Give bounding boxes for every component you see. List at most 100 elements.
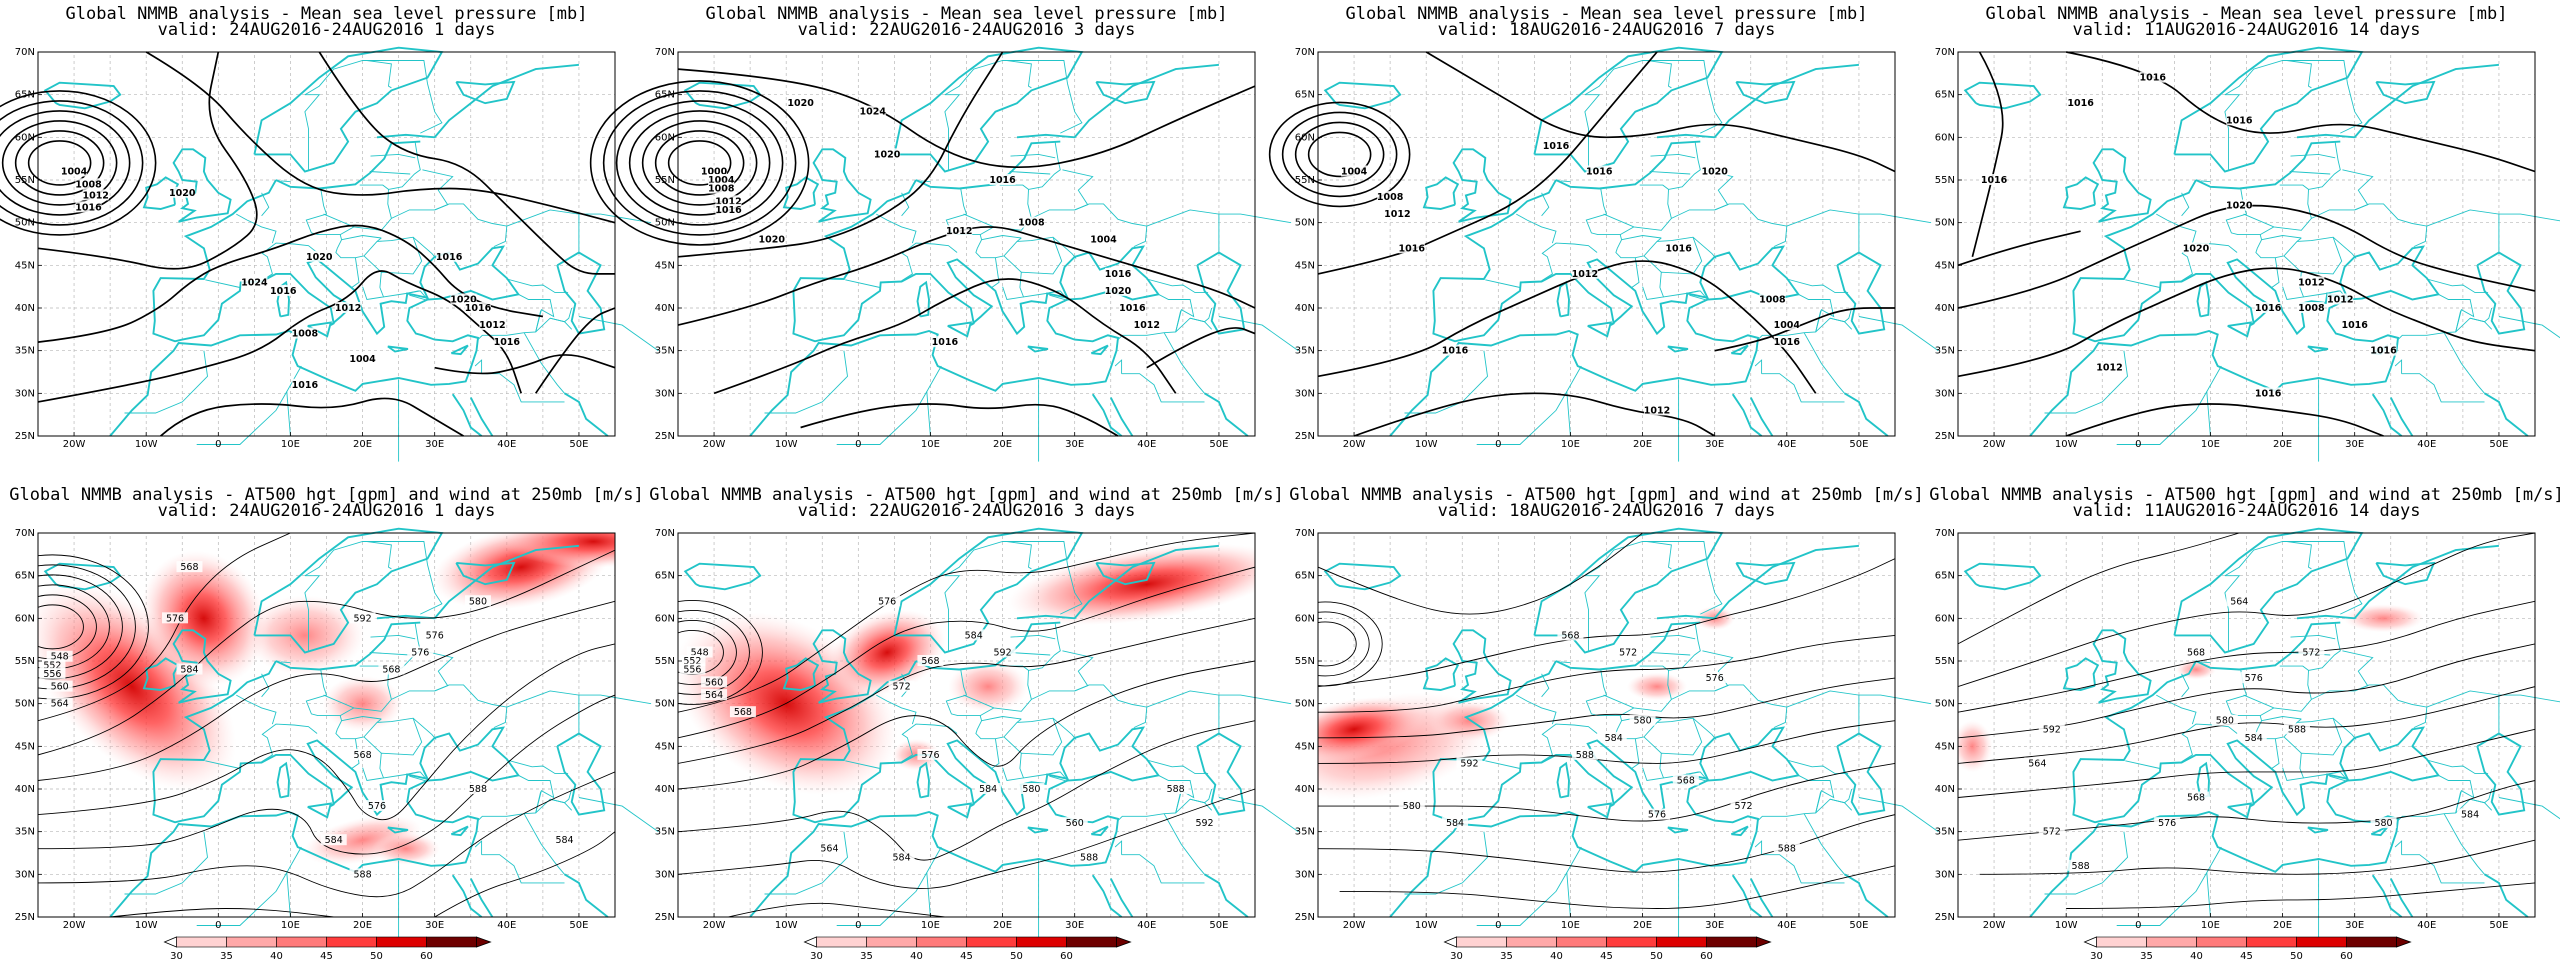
panel-title: Global NMMB analysis - AT500 hgt [gpm] a… (1929, 485, 2560, 505)
contour-label: 1016 (2341, 320, 2368, 331)
lon-tick-label: 0 (215, 439, 221, 450)
colorbar-segment (1506, 936, 1557, 948)
contour-ring (0, 110, 131, 216)
contour-label-bg (1586, 165, 1613, 177)
lon-tick-label: 0 (1495, 920, 1501, 931)
coastline (1533, 527, 1724, 654)
contour-label-bg (859, 105, 886, 117)
contour-label-bg (1730, 800, 1757, 812)
coastline (782, 176, 820, 210)
z500-panel-2: Global NMMB analysis - AT500 hgt [gpm] a… (649, 485, 1299, 960)
lon-tick-label: 40E (1777, 439, 1796, 450)
country-border (196, 872, 288, 926)
contour-label: 584 (1605, 733, 1623, 744)
colorbar-segment (2196, 936, 2247, 948)
country-border (1010, 634, 1056, 640)
contour-label-bg (888, 680, 915, 692)
country-border (1031, 203, 1148, 248)
contour-label-bg (2298, 276, 2325, 288)
coastline (1091, 874, 1123, 918)
country-border (261, 673, 270, 698)
country-border (1218, 213, 1292, 224)
lat-tick-label: 35N (1295, 827, 1315, 838)
colorbar-segment (1066, 936, 1117, 948)
contour-label: 1012 (946, 226, 972, 237)
isobar (145, 51, 616, 224)
country-border (236, 694, 277, 725)
country-border (1584, 541, 1723, 615)
contour-label-bg (2240, 672, 2267, 684)
country-border (535, 310, 542, 333)
coastline (2029, 660, 2441, 918)
height-contour (678, 533, 1255, 713)
panel-valid-range: valid: 11AUG2016-24AUG2016 14 days (2073, 501, 2421, 521)
contour-label: 1016 (1665, 243, 1692, 254)
colorbar-tick-label: 35 (1500, 951, 1513, 960)
contour-label-bg (701, 676, 728, 688)
geopotential-contours: 568 572 576 580 584 588 592 568 572 576 580 584 588 (1318, 533, 1895, 909)
country-border (1689, 294, 1708, 301)
isobar (1957, 204, 2536, 309)
lat-tick-label: 25N (1295, 431, 1315, 442)
lat-tick-label: 40N (1295, 303, 1315, 314)
country-border (981, 716, 1022, 722)
country-border (836, 872, 928, 926)
colorbar-segment (816, 936, 867, 948)
lon-tick-label: 10E (1561, 920, 1580, 931)
lon-tick-label: 40E (2417, 439, 2436, 450)
country-border (1003, 255, 1022, 273)
colorbar-tick-label: 50 (370, 951, 383, 960)
coastline (2296, 63, 2499, 139)
contour-label: 580 (2374, 818, 2392, 829)
lon-tick-label: 0 (2135, 439, 2141, 450)
country-border (422, 650, 454, 692)
coastline (1452, 148, 1512, 223)
contour-label: 588 (2288, 724, 2306, 735)
colorbar-segment (176, 936, 227, 948)
lon-tick-label: 30E (1705, 920, 1724, 931)
isobar (1425, 51, 1896, 173)
country-border (422, 169, 454, 211)
lon-tick-label: 10W (2055, 920, 2078, 931)
lat-tick-label: 25N (1935, 431, 1955, 442)
lon-tick-label: 0 (1495, 439, 1501, 450)
country-border (1175, 791, 1182, 814)
contour-label-bg (989, 174, 1016, 185)
contour-label: 564 (705, 690, 723, 701)
contour-label-bg (679, 655, 706, 666)
country-border (1815, 791, 1822, 814)
country-border (1631, 257, 1640, 288)
country-border (1650, 634, 1696, 640)
country-border (2283, 255, 2302, 273)
country-border (1146, 209, 1220, 253)
colorbar-tick-label: 40 (910, 951, 923, 960)
contour-label: 1012 (1384, 209, 1410, 220)
country-border (981, 235, 1022, 241)
contour-label-bg (363, 800, 390, 812)
coastline (1963, 562, 2042, 591)
contour-ring (667, 140, 732, 186)
lat-tick-label: 70N (1935, 528, 1955, 539)
country-border (944, 541, 1083, 615)
coastline (1027, 345, 1049, 353)
height-contour (1318, 720, 1895, 764)
country-border (409, 294, 428, 301)
country-border (305, 669, 343, 730)
colorbar-segment (2146, 936, 2197, 948)
map-frame (1317, 51, 1896, 437)
height-contour (1958, 600, 2535, 713)
lon-tick-label: 10W (1415, 920, 1438, 931)
contour-label: 1008 (1377, 192, 1404, 203)
coastline (1109, 397, 1134, 437)
contour-label-bg (1377, 191, 1404, 203)
colorbar-segment (916, 936, 967, 948)
coastline (2476, 251, 2526, 335)
country-border (1009, 652, 1051, 656)
country-border (2125, 279, 2160, 288)
contour-label: 1016 (436, 252, 463, 263)
colorbar-max-arrow (1756, 936, 1772, 948)
country-border (2044, 831, 2128, 895)
lat-tick-label: 65N (655, 90, 675, 101)
contour-label: 588 (1576, 750, 1594, 761)
jet-stream-area (244, 595, 365, 676)
